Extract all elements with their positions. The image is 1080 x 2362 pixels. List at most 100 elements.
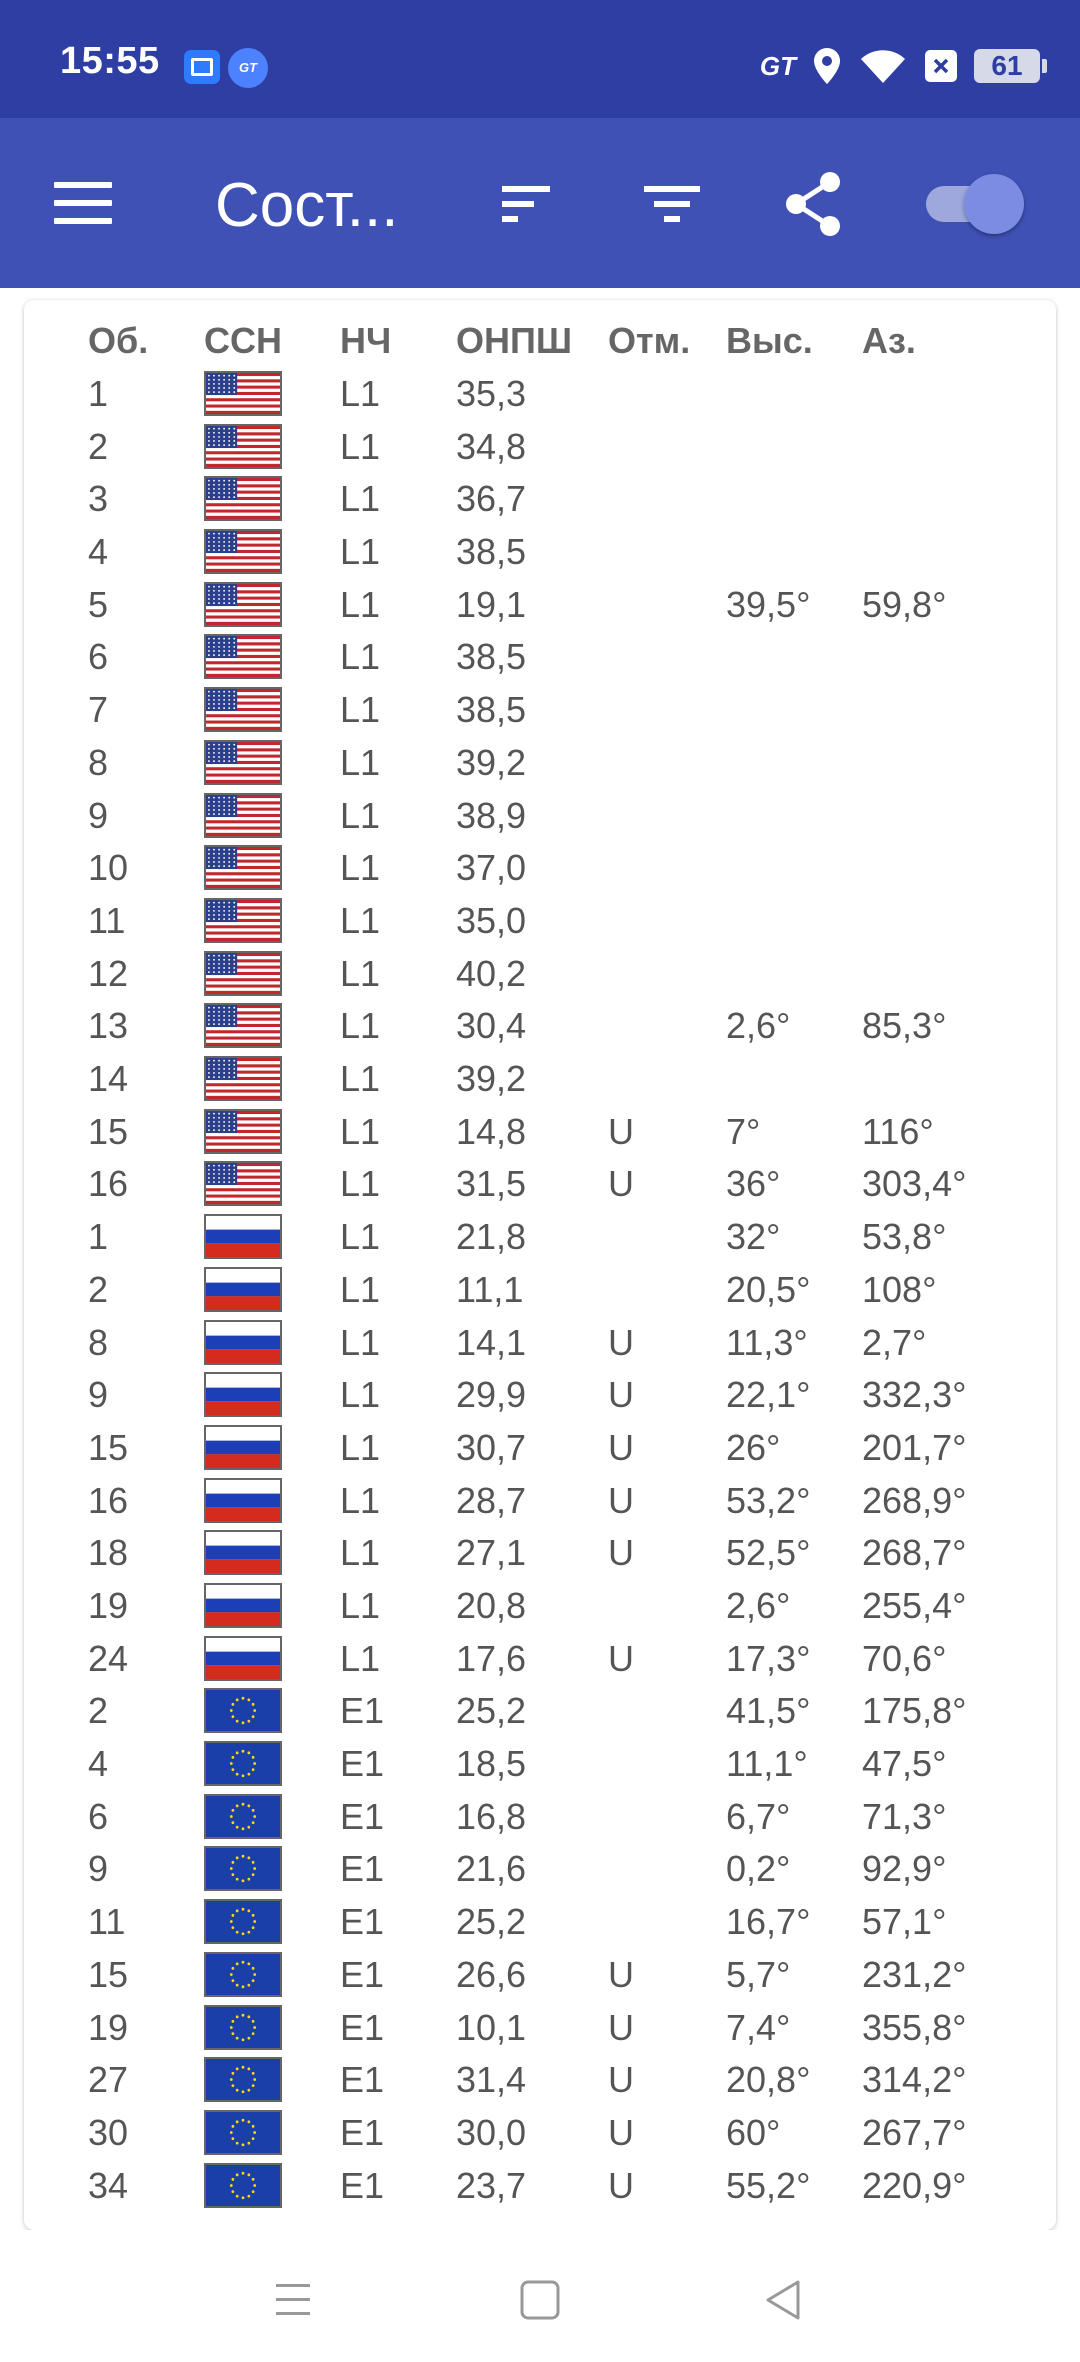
table-row[interactable]: 9 L1 38,9	[24, 789, 1056, 842]
gt-label: GT	[759, 50, 796, 81]
table-row[interactable]: 14 L1 39,2	[24, 1052, 1056, 1105]
cell-ob: 13	[88, 1005, 129, 1046]
eu-flag-icon	[204, 1899, 282, 1944]
cell-ob: 16	[88, 1480, 129, 1521]
cell-ob: 30	[88, 2112, 129, 2153]
header-ob[interactable]: Об.	[88, 320, 149, 361]
usa-flag-icon	[204, 582, 282, 627]
cell-vys: 7°	[726, 1111, 761, 1152]
cell-ob: 9	[88, 1374, 109, 1415]
cell-nch: E1	[340, 2007, 385, 2048]
cell-onpsh: 27,1	[456, 1532, 527, 1573]
table-row[interactable]: 2 E1 25,2 41,5° 175,8°	[24, 1684, 1056, 1737]
toggle-switch[interactable]	[924, 172, 1024, 236]
cell-ob: 8	[88, 742, 109, 783]
header-vys[interactable]: Выс.	[726, 320, 813, 361]
table-row[interactable]: 9 L1 29,9 U 22,1° 332,3°	[24, 1368, 1056, 1421]
cell-onpsh: 37,0	[456, 847, 527, 888]
table-row[interactable]: 7 L1 38,5	[24, 683, 1056, 736]
table-row[interactable]: 3 L1 36,7	[24, 472, 1056, 525]
cell-nch: L1	[340, 1058, 381, 1099]
cell-nch: E1	[340, 1901, 385, 1942]
cell-vys: 5,7°	[726, 1954, 791, 1995]
cell-onpsh: 26,6	[456, 1954, 527, 1995]
back-icon[interactable]	[754, 2270, 814, 2330]
table-row[interactable]: 4 E1 18,5 11,1° 47,5°	[24, 1737, 1056, 1790]
usa-flag-icon	[204, 529, 282, 574]
table-header: Об. ССН НЧ ОНПШ Отм. Выс. Аз.	[24, 314, 1056, 367]
table-row[interactable]: 16 L1 28,7 U 53,2° 268,9°	[24, 1474, 1056, 1527]
cell-nch: L1	[340, 1111, 381, 1152]
table-row[interactable]: 2 L1 11,1 20,5° 108°	[24, 1263, 1056, 1316]
table-row[interactable]: 8 L1 14,1 U 11,3° 2,7°	[24, 1316, 1056, 1369]
cell-az: 267,7°	[862, 2112, 967, 2153]
table-row[interactable]: 4 L1 38,5	[24, 525, 1056, 578]
header-otm[interactable]: Отм.	[608, 320, 691, 361]
cell-onpsh: 25,2	[456, 1690, 527, 1731]
table-row[interactable]: 18 L1 27,1 U 52,5° 268,7°	[24, 1526, 1056, 1579]
table-row[interactable]: 6 E1 16,8 6,7° 71,3°	[24, 1790, 1056, 1843]
cell-az: 92,9°	[862, 1848, 947, 1889]
filter-icon[interactable]	[636, 168, 708, 240]
cell-az: 314,2°	[862, 2059, 967, 2100]
eu-flag-icon	[204, 1688, 282, 1733]
cell-az: 53,8°	[862, 1216, 947, 1257]
recent-apps-icon[interactable]	[264, 2270, 324, 2330]
page-title: Сост...	[215, 171, 399, 240]
sort-icon[interactable]	[492, 168, 564, 240]
table-row[interactable]: 2 L1 34,8	[24, 420, 1056, 473]
cell-ob: 11	[88, 900, 126, 941]
header-az[interactable]: Аз.	[862, 320, 916, 361]
table-row[interactable]: 9 E1 21,6 0,2° 92,9°	[24, 1842, 1056, 1895]
table-row[interactable]: 15 L1 14,8 U 7° 116°	[24, 1105, 1056, 1158]
table-row[interactable]: 27 E1 31,4 U 20,8° 314,2°	[24, 2053, 1056, 2106]
table-row[interactable]: 1 L1 21,8 32° 53,8°	[24, 1210, 1056, 1263]
eu-flag-icon	[204, 1741, 282, 1786]
cell-onpsh: 14,8	[456, 1111, 527, 1152]
cell-vys: 32°	[726, 1216, 781, 1257]
table-row[interactable]: 19 L1 20,8 2,6° 255,4°	[24, 1579, 1056, 1632]
usa-flag-icon	[204, 371, 282, 416]
cell-ob: 3	[88, 478, 109, 519]
table-row[interactable]: 12 L1 40,2	[24, 947, 1056, 1000]
cell-ob: 15	[88, 1954, 129, 1995]
table-row[interactable]: 34 E1 23,7 U 55,2° 220,9°	[24, 2159, 1056, 2212]
cell-otm: U	[608, 1111, 634, 1152]
eu-flag-icon	[204, 2005, 282, 2050]
table-row[interactable]: 11 E1 25,2 16,7° 57,1°	[24, 1895, 1056, 1948]
table-row[interactable]: 16 L1 31,5 U 36° 303,4°	[24, 1157, 1056, 1210]
header-gnss[interactable]: ССН	[204, 320, 282, 361]
eu-flag-icon	[204, 2110, 282, 2155]
menu-icon[interactable]	[54, 182, 112, 224]
cell-ob: 2	[88, 1269, 109, 1310]
eu-flag-icon	[204, 2057, 282, 2102]
header-onpsh[interactable]: ОНПШ	[456, 320, 573, 361]
cell-ob: 1	[88, 373, 109, 414]
home-icon[interactable]	[510, 2270, 570, 2330]
table-row[interactable]: 1 L1 35,3	[24, 367, 1056, 420]
cell-ob: 9	[88, 1848, 109, 1889]
cell-az: 303,4°	[862, 1163, 967, 1204]
table-row[interactable]: 19 E1 10,1 U 7,4° 355,8°	[24, 2001, 1056, 2054]
table-row[interactable]: 6 L1 38,5	[24, 630, 1056, 683]
cell-az: 332,3°	[862, 1374, 967, 1415]
share-icon[interactable]	[778, 168, 850, 240]
header-nch[interactable]: НЧ	[340, 320, 392, 361]
table-row[interactable]: 13 L1 30,4 2,6° 85,3°	[24, 999, 1056, 1052]
table-row[interactable]: 15 E1 26,6 U 5,7° 231,2°	[24, 1948, 1056, 2001]
cell-nch: E1	[340, 1690, 385, 1731]
usa-flag-icon	[204, 1056, 282, 1101]
table-row[interactable]: 8 L1 39,2	[24, 736, 1056, 789]
usa-flag-icon	[204, 476, 282, 521]
table-row[interactable]: 15 L1 30,7 U 26° 201,7°	[24, 1421, 1056, 1474]
table-row[interactable]: 10 L1 37,0	[24, 841, 1056, 894]
cell-ob: 10	[88, 847, 129, 888]
table-row[interactable]: 5 L1 19,1 39,5° 59,8°	[24, 578, 1056, 631]
table-row[interactable]: 11 L1 35,0	[24, 894, 1056, 947]
table-row[interactable]: 24 L1 17,6 U 17,3° 70,6°	[24, 1632, 1056, 1685]
cell-nch: L1	[340, 1163, 381, 1204]
eu-flag-icon	[204, 1846, 282, 1891]
cell-ob: 19	[88, 2007, 129, 2048]
table-row[interactable]: 30 E1 30,0 U 60° 267,7°	[24, 2106, 1056, 2159]
cell-onpsh: 21,8	[456, 1216, 527, 1257]
